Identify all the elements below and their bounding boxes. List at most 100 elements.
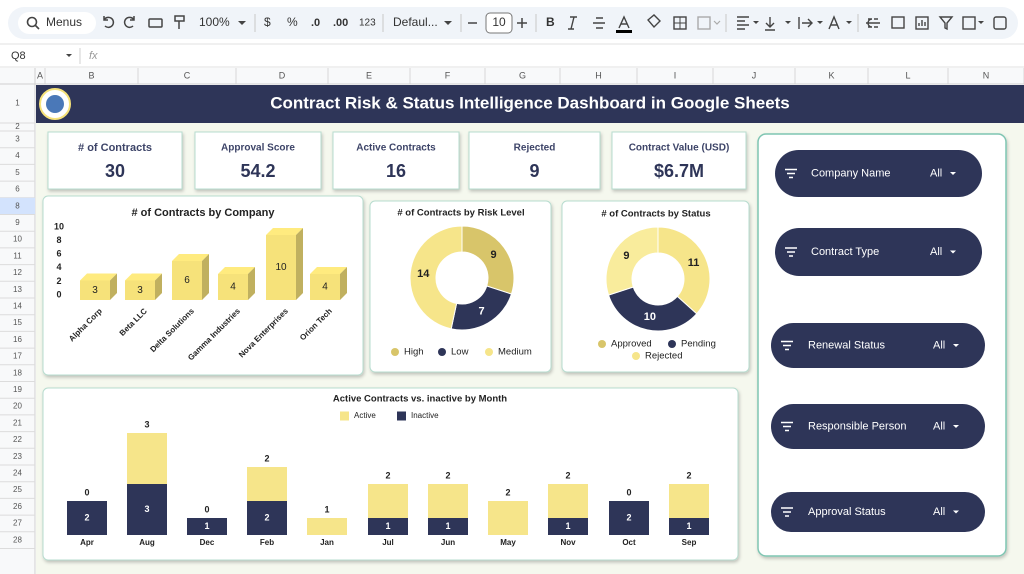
column-header[interactable]: G xyxy=(519,70,526,80)
valign-icon[interactable] xyxy=(765,17,775,31)
row-header[interactable]: 9 xyxy=(15,218,20,227)
row-header[interactable]: 1 xyxy=(15,99,20,108)
functions-icon[interactable] xyxy=(993,16,1007,30)
row-header[interactable]: 14 xyxy=(13,301,22,310)
row-header[interactable]: 18 xyxy=(13,368,22,377)
decrease-decimal[interactable]: .0 xyxy=(311,17,320,29)
increase-decimal[interactable]: .00 xyxy=(333,17,348,29)
font-size-increase[interactable] xyxy=(517,18,527,28)
segment-value-label: 1 xyxy=(445,521,450,531)
row-header[interactable]: 20 xyxy=(13,402,22,411)
fx-label: fx xyxy=(89,50,98,62)
donut-slice xyxy=(409,225,463,330)
percent-format[interactable]: % xyxy=(287,15,298,29)
align-icon[interactable] xyxy=(737,16,749,30)
text-color-icon[interactable] xyxy=(618,15,630,29)
column-header[interactable]: I xyxy=(674,70,677,80)
paint-format-icon[interactable] xyxy=(174,15,185,29)
column-header[interactable]: J xyxy=(752,70,757,80)
slicer[interactable] xyxy=(771,404,985,449)
slicer-label[interactable]: Company Name xyxy=(811,167,890,179)
slicer[interactable] xyxy=(775,228,982,276)
dropdown-arrow xyxy=(713,20,721,25)
row-header[interactable]: 13 xyxy=(13,285,22,294)
dropdown-arrow xyxy=(238,21,246,25)
wrap-icon[interactable] xyxy=(798,17,813,29)
row-header[interactable]: 22 xyxy=(13,435,22,444)
font-size-box[interactable] xyxy=(485,12,513,34)
chart-icon[interactable] xyxy=(915,16,929,30)
slicer-value[interactable]: All xyxy=(933,506,945,518)
segment-value-label: 2 xyxy=(565,470,570,480)
segment-value-label: 0 xyxy=(204,504,209,514)
italic-icon[interactable] xyxy=(568,16,577,30)
search-label[interactable]: Menus xyxy=(46,15,82,29)
column-header[interactable]: K xyxy=(828,70,834,80)
row-header[interactable]: 11 xyxy=(13,251,22,260)
currency-format[interactable]: $ xyxy=(264,15,271,29)
font-family[interactable]: Defaul... xyxy=(393,15,438,29)
column-header[interactable]: C xyxy=(184,70,191,80)
row-header[interactable]: 23 xyxy=(13,452,22,461)
row-header[interactable]: 21 xyxy=(13,418,22,427)
undo-icon[interactable] xyxy=(103,16,115,29)
row-header[interactable]: 28 xyxy=(13,535,22,544)
row-header[interactable]: 12 xyxy=(13,268,22,277)
slicer-label[interactable]: Renewal Status xyxy=(808,339,886,351)
column-header[interactable]: A xyxy=(37,70,43,80)
column-header[interactable]: E xyxy=(366,70,372,80)
row-header[interactable]: 5 xyxy=(15,168,20,177)
column-header[interactable]: B xyxy=(88,70,94,80)
column-header[interactable]: F xyxy=(445,70,451,80)
slicer[interactable] xyxy=(771,323,985,368)
row-header[interactable]: 8 xyxy=(15,201,20,210)
row-header[interactable]: 25 xyxy=(13,485,22,494)
column-header[interactable]: H xyxy=(595,70,602,80)
filter-icon[interactable] xyxy=(938,16,954,31)
slicer-label[interactable]: Responsible Person xyxy=(808,420,906,432)
slicer-value[interactable]: All xyxy=(933,339,945,351)
row-header[interactable]: 26 xyxy=(13,502,22,511)
print-icon[interactable] xyxy=(148,18,163,28)
column-header[interactable]: N xyxy=(983,70,990,80)
row-header[interactable]: 27 xyxy=(13,519,22,528)
slicer[interactable] xyxy=(771,492,985,532)
kpi-label: Contract Value (USD) xyxy=(629,143,730,154)
redo-icon[interactable] xyxy=(123,16,135,29)
bar-side xyxy=(155,273,162,300)
number-format[interactable]: 123 xyxy=(359,18,376,29)
strike-icon[interactable] xyxy=(593,17,605,29)
slicer-label[interactable]: Contract Type xyxy=(811,246,879,258)
row-header[interactable]: 2 xyxy=(15,122,20,131)
zoom[interactable]: 100% xyxy=(199,15,230,29)
row-header[interactable]: 15 xyxy=(13,318,22,327)
fill-color-icon[interactable] xyxy=(647,14,661,29)
bar-segment xyxy=(609,501,649,535)
slicer-value[interactable]: All xyxy=(933,420,945,432)
font-size[interactable]: 10 xyxy=(492,15,506,29)
bar-segment xyxy=(669,518,709,535)
link-icon[interactable] xyxy=(866,18,880,28)
column-header[interactable]: D xyxy=(279,70,286,80)
row-header[interactable]: 6 xyxy=(15,185,20,194)
merge-icon[interactable] xyxy=(697,16,711,30)
row-header[interactable]: 19 xyxy=(13,385,22,394)
row-header[interactable]: 10 xyxy=(13,235,22,244)
row-header[interactable]: 16 xyxy=(13,335,22,344)
slicer-label[interactable]: Approval Status xyxy=(808,506,886,518)
slicer-value[interactable]: All xyxy=(930,167,942,179)
row-header[interactable]: 17 xyxy=(13,352,22,361)
bar-segment xyxy=(428,518,468,535)
slicer[interactable] xyxy=(775,150,982,197)
filter-icon xyxy=(781,421,793,432)
row-header[interactable]: 24 xyxy=(13,468,22,477)
rotate-icon[interactable] xyxy=(828,15,840,30)
comment-icon[interactable] xyxy=(891,16,905,29)
filter-views-icon[interactable] xyxy=(962,16,976,30)
row-header[interactable]: 3 xyxy=(15,134,20,143)
row-header[interactable]: 4 xyxy=(15,151,20,160)
name-box[interactable]: Q8 xyxy=(11,50,26,62)
column-header[interactable]: L xyxy=(905,70,910,80)
bold-button[interactable]: B xyxy=(546,15,555,29)
slicer-value[interactable]: All xyxy=(930,246,942,258)
